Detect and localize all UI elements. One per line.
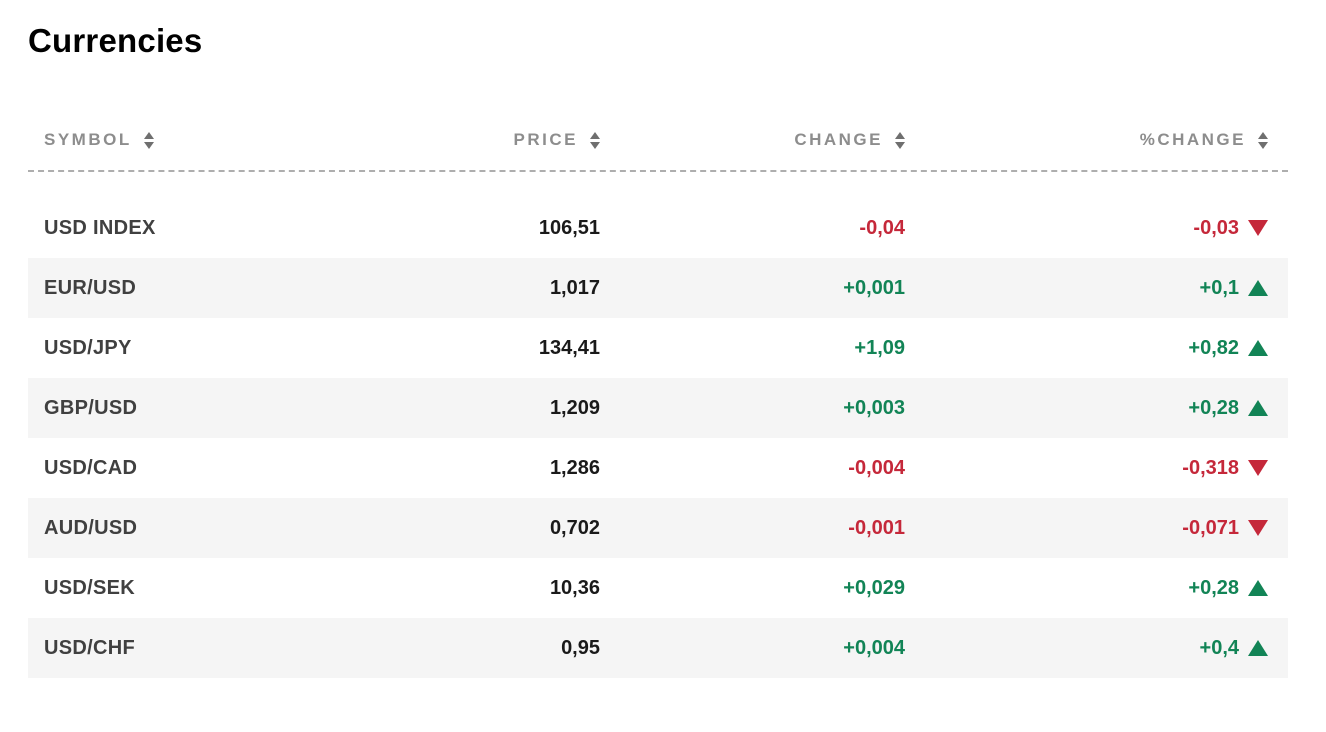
- change-cell: -0,004: [848, 456, 905, 479]
- column-header-symbol-label: SYMBOL: [44, 130, 132, 149]
- pct-change-cell: -0,071: [905, 517, 1288, 540]
- sort-down-arrow-icon: [1258, 141, 1268, 149]
- sort-icon: [895, 131, 905, 149]
- pct-change-value: +0,1: [1199, 276, 1239, 299]
- sort-up-arrow-icon: [143, 131, 154, 139]
- column-header-pct-change-label: %CHANGE: [1139, 130, 1246, 149]
- pct-change-value: +0,4: [1199, 636, 1239, 659]
- table-row[interactable]: USD/CHF 0,95 +0,004 +0,4: [28, 618, 1288, 678]
- change-cell: +0,004: [843, 636, 905, 659]
- pct-change-cell: -0,03: [905, 217, 1288, 240]
- price-cell: 0,95: [561, 636, 600, 659]
- column-header-symbol[interactable]: SYMBOL: [28, 130, 328, 150]
- triangle-up-icon: [1248, 280, 1268, 296]
- pct-change-cell: +0,1: [905, 277, 1288, 300]
- sort-down-arrow-icon: [895, 141, 905, 149]
- sort-down-arrow-icon: [590, 141, 600, 149]
- pct-change-cell: +0,28: [905, 577, 1288, 600]
- pct-change-value: +0,28: [1188, 576, 1239, 599]
- change-cell: -0,001: [848, 516, 905, 539]
- column-header-price[interactable]: PRICE: [328, 130, 600, 150]
- table-row[interactable]: USD/CAD 1,286 -0,004 -0,318: [28, 438, 1288, 498]
- sort-icon: [143, 131, 154, 149]
- triangle-down-icon: [1248, 220, 1268, 236]
- pct-change-cell: +0,4: [905, 637, 1288, 660]
- change-cell: +1,09: [854, 336, 905, 359]
- symbol-cell: AUD/USD: [44, 516, 138, 539]
- pct-change-value: -0,03: [1193, 216, 1239, 239]
- page-title: Currencies: [28, 22, 203, 59]
- table-row[interactable]: EUR/USD 1,017 +0,001 +0,1: [28, 258, 1288, 318]
- symbol-cell: USD/CAD: [44, 456, 138, 479]
- currencies-table: SYMBOL PRICE CHANGE: [28, 110, 1288, 678]
- pct-change-value: +0,28: [1188, 396, 1239, 419]
- price-cell: 106,51: [538, 216, 600, 239]
- triangle-up-icon: [1248, 640, 1268, 656]
- sort-up-arrow-icon: [1258, 131, 1268, 139]
- price-cell: 1,209: [549, 396, 600, 419]
- change-cell: -0,04: [859, 216, 905, 239]
- table-row[interactable]: USD/JPY 134,41 +1,09 +0,82: [28, 318, 1288, 378]
- column-header-price-label: PRICE: [513, 130, 578, 149]
- sort-up-arrow-icon: [590, 131, 600, 139]
- column-header-change-label: CHANGE: [794, 130, 883, 149]
- table-header-row: SYMBOL PRICE CHANGE: [28, 110, 1288, 172]
- pct-change-value: -0,318: [1182, 456, 1239, 479]
- triangle-up-icon: [1248, 340, 1268, 356]
- sort-up-arrow-icon: [895, 131, 905, 139]
- change-cell: +0,029: [843, 576, 905, 599]
- change-cell: +0,001: [843, 276, 905, 299]
- price-cell: 10,36: [549, 576, 600, 599]
- triangle-up-icon: [1248, 400, 1268, 416]
- table-row[interactable]: USD/SEK 10,36 +0,029 +0,28: [28, 558, 1288, 618]
- sort-down-arrow-icon: [143, 141, 154, 149]
- pct-change-cell: -0,318: [905, 457, 1288, 480]
- triangle-up-icon: [1248, 580, 1268, 596]
- price-cell: 1,017: [549, 276, 600, 299]
- price-cell: 0,702: [549, 516, 600, 539]
- symbol-cell: GBP/USD: [44, 396, 138, 419]
- price-cell: 134,41: [538, 336, 600, 359]
- currencies-page: Currencies SYMBOL PRICE CHANGE: [28, 22, 1288, 678]
- triangle-down-icon: [1248, 520, 1268, 536]
- table-row[interactable]: GBP/USD 1,209 +0,003 +0,28: [28, 378, 1288, 438]
- triangle-down-icon: [1248, 460, 1268, 476]
- symbol-cell: USD INDEX: [44, 216, 156, 239]
- pct-change-cell: +0,28: [905, 397, 1288, 420]
- symbol-cell: USD/SEK: [44, 576, 136, 599]
- change-cell: +0,003: [843, 396, 905, 419]
- table-body: USD INDEX 106,51 -0,04 -0,03 EUR/USD 1,0…: [28, 198, 1288, 678]
- pct-change-cell: +0,82: [905, 337, 1288, 360]
- table-row[interactable]: USD INDEX 106,51 -0,04 -0,03: [28, 198, 1288, 258]
- symbol-cell: USD/CHF: [44, 636, 135, 659]
- symbol-cell: EUR/USD: [44, 276, 137, 299]
- pct-change-value: +0,82: [1188, 336, 1239, 359]
- column-header-change[interactable]: CHANGE: [600, 130, 905, 150]
- price-cell: 1,286: [549, 456, 600, 479]
- pct-change-value: -0,071: [1182, 516, 1239, 539]
- sort-icon: [590, 131, 600, 149]
- sort-icon: [1258, 131, 1268, 149]
- symbol-cell: USD/JPY: [44, 336, 132, 359]
- column-header-pct-change[interactable]: %CHANGE: [905, 130, 1288, 150]
- table-row[interactable]: AUD/USD 0,702 -0,001 -0,071: [28, 498, 1288, 558]
